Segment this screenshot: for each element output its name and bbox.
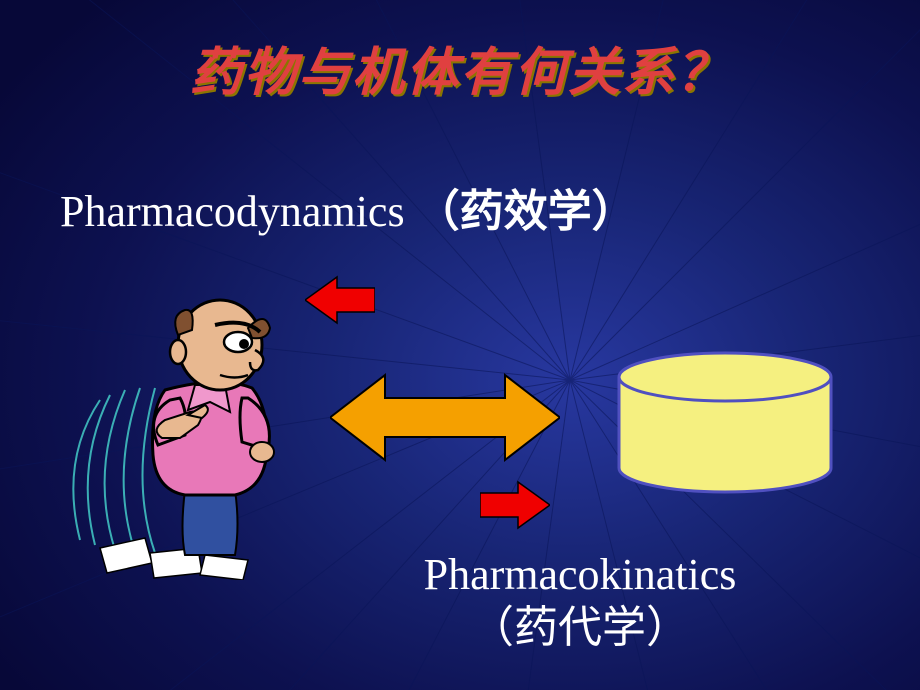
pharmacodynamics-en: Pharmacodynamics [60,187,405,236]
pharmacokinetics-cn: （药代学） [470,603,690,652]
man-body [153,382,275,555]
pharmacodynamics-cn: （药效学） [416,187,636,236]
man-illustration [70,280,350,580]
slide: 药物与机体有何关系？ 药物与机体有何关系？ Pharmacodynamics （… [0,0,920,690]
man-head [170,300,270,390]
arrow-orange-double-icon [330,370,560,465]
pharmacokinetics-label: Pharmacokinatics （药代学） [300,549,860,655]
slide-title: 药物与机体有何关系？ 药物与机体有何关系？ [0,30,920,105]
motion-lines [73,388,155,553]
arrow-red-right-icon [480,480,550,530]
pharmacodynamics-label: Pharmacodynamics （药效学） [60,175,636,239]
pharmacokinetics-en: Pharmacokinatics [424,550,737,599]
arrow-red-left-icon [305,275,375,325]
pill-cylinder [615,350,835,495]
title-text: 药物与机体有何关系？ [190,45,730,102]
